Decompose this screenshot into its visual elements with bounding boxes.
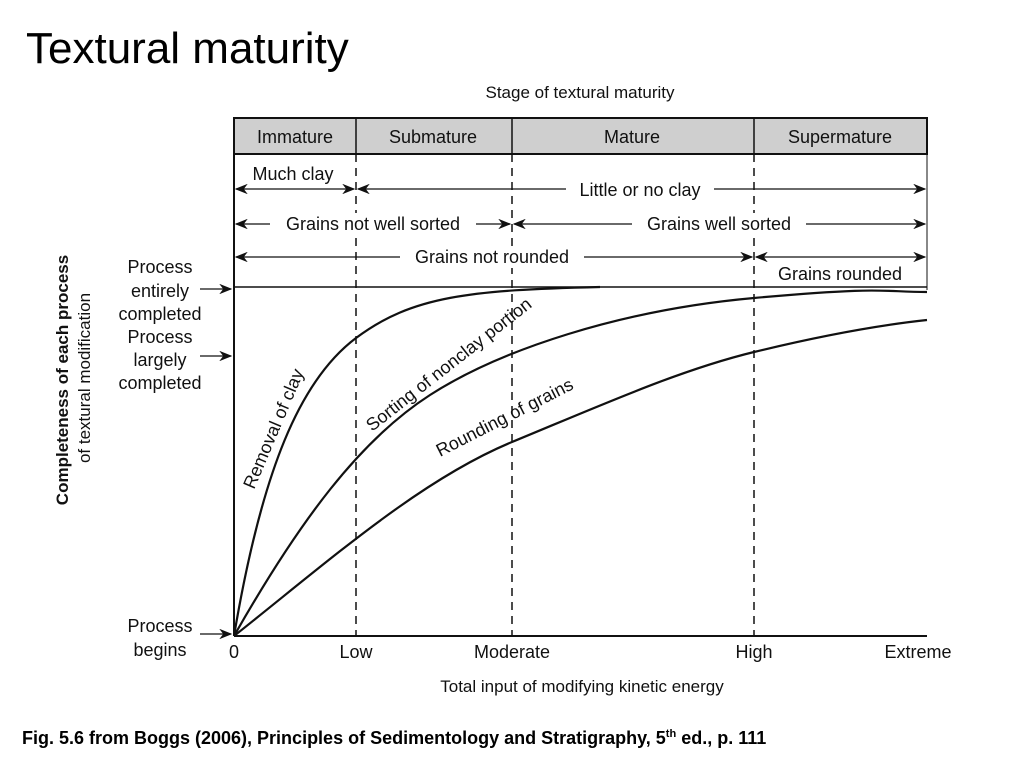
x-tick-extreme: Extreme bbox=[884, 642, 951, 662]
row-much-clay: Much clay bbox=[252, 164, 333, 184]
row-not-sorted: Grains not well sorted bbox=[286, 214, 460, 234]
x-axis-label: Total input of modifying kinetic energy bbox=[440, 677, 724, 696]
level-entirely-3: completed bbox=[118, 304, 201, 324]
level-entirely-1: Process bbox=[127, 257, 192, 277]
stage-immature: Immature bbox=[257, 127, 333, 147]
stage-supermature: Supermature bbox=[788, 127, 892, 147]
level-largely-3: completed bbox=[118, 373, 201, 393]
level-begins-1: Process bbox=[127, 616, 192, 636]
curve-rounding bbox=[233, 318, 928, 637]
x-tick-high: High bbox=[735, 642, 772, 662]
y-axis-label-2: of textural modification bbox=[75, 293, 94, 463]
row-little-clay: Little or no clay bbox=[579, 180, 700, 200]
y-axis-label: Completeness of each process bbox=[53, 255, 72, 505]
caption-text: Fig. 5.6 from Boggs (2006), Principles o… bbox=[22, 728, 666, 748]
row-rounded: Grains rounded bbox=[778, 264, 902, 284]
row-not-rounded: Grains not rounded bbox=[415, 247, 569, 267]
level-largely-1: Process bbox=[127, 327, 192, 347]
curve-sorting bbox=[233, 289, 928, 637]
row-well-sorted: Grains well sorted bbox=[647, 214, 791, 234]
stage-header-band bbox=[233, 117, 928, 155]
stage-submature: Submature bbox=[389, 127, 477, 147]
caption-text-end: ed., p. 111 bbox=[676, 728, 767, 748]
level-begins-2: begins bbox=[133, 640, 186, 660]
x-tick-moderate: Moderate bbox=[474, 642, 550, 662]
slide-title: Textural maturity bbox=[26, 24, 349, 73]
curve-removal-of-clay bbox=[232, 285, 601, 637]
caption-superscript: th bbox=[665, 728, 677, 740]
x-tick-low: Low bbox=[339, 642, 373, 662]
figure-caption: Fig. 5.6 from Boggs (2006), Principles o… bbox=[22, 728, 766, 749]
level-entirely-2: entirely bbox=[131, 281, 189, 301]
level-largely-2: largely bbox=[133, 350, 186, 370]
curve-label-rounding: Rounding of grains bbox=[433, 374, 577, 460]
x-tick-0: 0 bbox=[229, 642, 239, 662]
stage-mature: Mature bbox=[604, 127, 660, 147]
stage-title: Stage of textural maturity bbox=[486, 83, 675, 102]
